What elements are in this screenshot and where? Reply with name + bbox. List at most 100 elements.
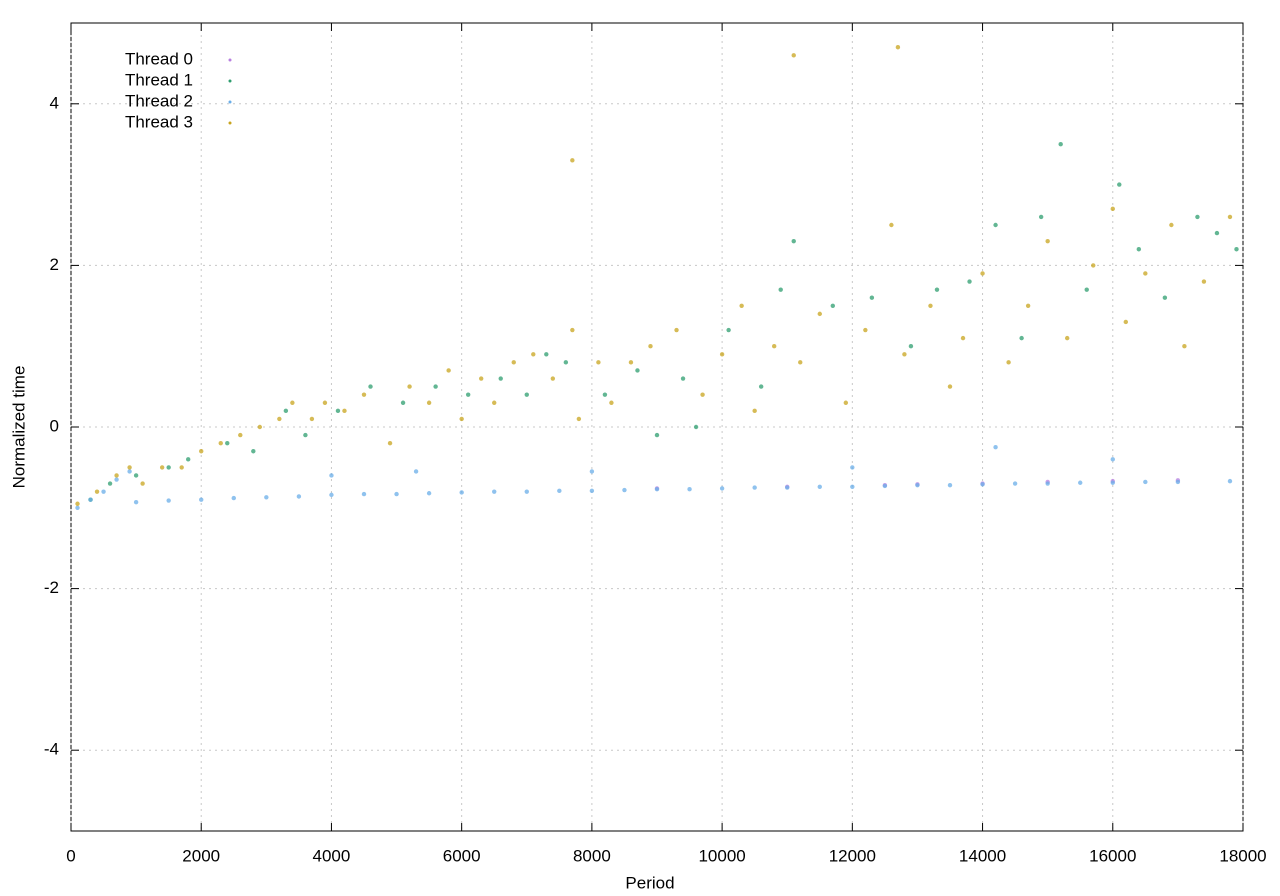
data-point xyxy=(465,392,471,397)
data-point xyxy=(1175,479,1181,485)
x-tick-label: 10000 xyxy=(698,846,745,865)
data-point xyxy=(772,344,777,349)
data-point xyxy=(1110,457,1115,462)
data-point xyxy=(1065,335,1070,341)
data-point xyxy=(199,497,204,502)
data-point xyxy=(127,465,132,470)
data-point xyxy=(1038,214,1044,220)
data-point xyxy=(426,400,432,405)
data-point xyxy=(1201,279,1207,284)
data-point xyxy=(739,303,744,308)
data-point xyxy=(628,360,634,365)
data-point xyxy=(309,416,315,422)
data-point xyxy=(264,495,269,500)
data-point xyxy=(700,392,705,397)
data-point xyxy=(589,488,595,494)
data-point xyxy=(1136,247,1142,252)
legend-label: Thread 1 xyxy=(125,70,193,89)
y-axis-label: Normalized time xyxy=(9,366,28,489)
data-point xyxy=(850,465,855,470)
data-point xyxy=(863,327,868,333)
data-point xyxy=(127,469,132,474)
data-point xyxy=(785,485,790,490)
data-point xyxy=(75,501,80,506)
data-point xyxy=(902,352,907,357)
data-point xyxy=(882,483,888,489)
data-point xyxy=(446,368,451,373)
data-point xyxy=(1012,481,1018,486)
data-point xyxy=(648,344,653,349)
data-point xyxy=(531,352,536,357)
data-point xyxy=(199,449,204,454)
data-point xyxy=(368,384,373,389)
data-point xyxy=(1162,295,1168,300)
data-point xyxy=(335,408,341,414)
data-point xyxy=(407,384,412,389)
x-tick-label: 18000 xyxy=(1219,846,1266,865)
data-point xyxy=(719,352,725,357)
data-point xyxy=(225,440,230,446)
data-point xyxy=(947,384,953,389)
data-point xyxy=(758,384,764,389)
data-point xyxy=(1182,344,1187,349)
y-tick-label: -4 xyxy=(44,740,59,759)
data-point xyxy=(889,222,894,228)
x-tick-label: 8000 xyxy=(573,846,611,865)
data-point xyxy=(752,408,757,414)
data-point xyxy=(166,465,171,470)
data-point xyxy=(498,376,503,381)
data-point xyxy=(303,432,308,438)
data-point xyxy=(251,449,256,454)
data-point xyxy=(1143,479,1148,485)
data-point xyxy=(570,158,575,163)
data-point xyxy=(426,491,432,496)
data-point xyxy=(322,400,328,405)
data-point xyxy=(400,400,406,405)
data-point xyxy=(361,491,367,497)
data-point xyxy=(726,327,731,333)
data-point xyxy=(88,497,93,502)
x-tick-label: 6000 xyxy=(443,846,481,865)
data-point xyxy=(654,487,660,492)
data-point xyxy=(290,400,295,405)
data-point xyxy=(993,222,998,228)
data-point xyxy=(719,486,725,491)
data-point xyxy=(459,490,464,495)
y-tick-label: 2 xyxy=(50,255,59,274)
data-point xyxy=(133,499,139,505)
data-point xyxy=(511,360,516,365)
x-tick-label: 0 xyxy=(66,846,75,865)
x-axis-label: Period xyxy=(625,873,674,892)
data-point xyxy=(1006,360,1011,365)
data-point xyxy=(798,360,803,365)
data-point xyxy=(674,327,679,333)
x-tick-label: 12000 xyxy=(829,846,876,865)
data-point xyxy=(934,287,940,292)
data-point xyxy=(492,400,497,405)
data-point xyxy=(524,392,529,397)
data-point xyxy=(960,335,966,341)
data-point xyxy=(895,45,901,50)
data-point xyxy=(394,491,399,497)
data-point xyxy=(94,489,100,494)
data-point xyxy=(654,432,660,438)
data-point xyxy=(238,432,243,438)
data-point xyxy=(179,465,184,470)
data-point xyxy=(342,408,347,414)
data-point xyxy=(1045,238,1050,244)
data-point xyxy=(869,295,875,300)
data-point xyxy=(596,360,601,365)
data-point xyxy=(850,484,855,489)
legend-label: Thread 3 xyxy=(125,112,193,131)
data-point xyxy=(843,400,849,405)
data-point xyxy=(752,485,757,490)
data-point xyxy=(361,392,367,397)
data-point xyxy=(114,477,119,482)
legend-label: Thread 2 xyxy=(125,91,193,110)
legend-marker xyxy=(228,79,232,83)
data-point xyxy=(622,487,627,493)
y-tick-label: 0 xyxy=(50,416,59,435)
data-point xyxy=(1214,230,1220,236)
legend-marker xyxy=(228,121,232,125)
